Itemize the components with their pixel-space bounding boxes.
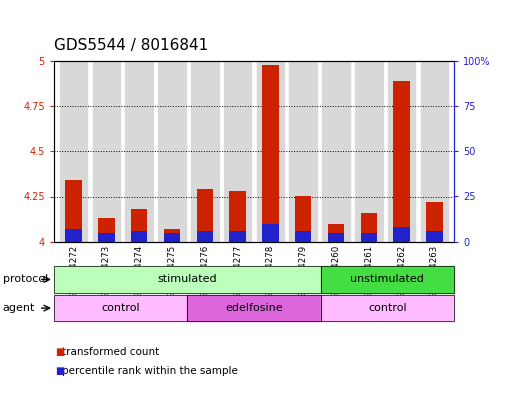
Bar	[65, 229, 82, 242]
Text: control: control	[101, 303, 140, 313]
Bar	[191, 61, 219, 242]
Bar	[426, 231, 443, 242]
Bar	[262, 224, 279, 242]
Bar	[229, 191, 246, 242]
Bar	[60, 61, 87, 242]
Bar	[125, 61, 153, 242]
Bar	[421, 61, 448, 242]
Text: unstimulated: unstimulated	[350, 274, 424, 285]
Bar	[388, 61, 416, 242]
Bar	[262, 64, 279, 242]
Bar	[164, 233, 180, 242]
Text: edelfosine: edelfosine	[225, 303, 283, 313]
Bar	[361, 213, 377, 242]
Text: agent: agent	[3, 303, 35, 313]
Bar	[229, 231, 246, 242]
Text: stimulated: stimulated	[157, 274, 217, 285]
Bar	[393, 81, 410, 242]
Text: GDS5544 / 8016841: GDS5544 / 8016841	[54, 38, 208, 53]
Bar	[98, 218, 114, 242]
Bar	[65, 180, 82, 242]
Bar	[196, 189, 213, 242]
Bar	[426, 202, 443, 242]
Bar	[224, 61, 251, 242]
Bar	[92, 61, 120, 242]
Bar	[289, 61, 317, 242]
Bar	[196, 231, 213, 242]
Bar	[131, 209, 147, 242]
Text: protocol: protocol	[3, 274, 48, 285]
Bar	[328, 233, 344, 242]
Text: percentile rank within the sample: percentile rank within the sample	[62, 366, 238, 376]
Text: ■: ■	[55, 366, 65, 376]
Bar	[98, 233, 114, 242]
Bar	[256, 61, 284, 242]
Bar	[355, 61, 383, 242]
Bar	[295, 196, 311, 242]
Text: transformed count: transformed count	[62, 347, 159, 357]
Bar	[158, 61, 186, 242]
Bar	[393, 227, 410, 242]
Bar	[361, 233, 377, 242]
Bar	[322, 61, 350, 242]
Text: ■: ■	[55, 347, 65, 357]
Text: control: control	[368, 303, 407, 313]
Bar	[295, 231, 311, 242]
Bar	[164, 229, 180, 242]
Bar	[131, 231, 147, 242]
Bar	[328, 224, 344, 242]
